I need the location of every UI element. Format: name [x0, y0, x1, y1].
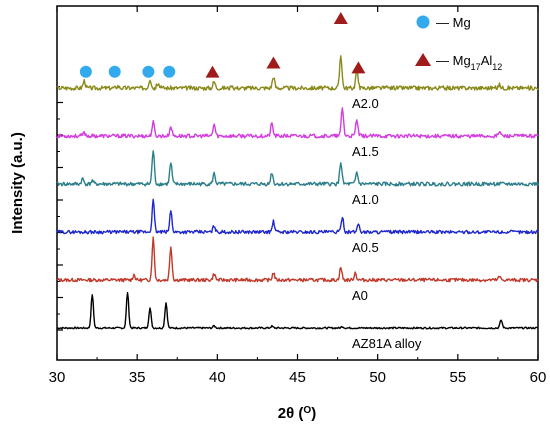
x-tick-label: 35: [129, 369, 146, 386]
x-tick-label: 60: [530, 369, 547, 386]
series-label: A1.0: [352, 192, 379, 207]
x-tick-label: 50: [369, 369, 386, 386]
x-tick-label: 45: [289, 369, 306, 386]
series-line-az81a-alloy: [56, 291, 539, 330]
series-line-a2-0: [56, 55, 539, 91]
mg17al12-peak-marker: [266, 56, 281, 69]
x-tick-labels: 30 35 40 45 50 55 60: [49, 369, 547, 386]
series-label: AZ81A alloy: [352, 336, 422, 351]
x-tick-label: 40: [209, 369, 226, 386]
series-label: A1.5: [352, 144, 379, 159]
mg17al12-peak-marker: [351, 61, 366, 74]
legend: — Mg — Mg17Al12: [415, 14, 502, 72]
mg17al12-peak-marker: [205, 65, 220, 78]
series-line-a1-0: [56, 150, 539, 187]
x-tick-label: 55: [449, 369, 466, 386]
x-tick-label: 30: [49, 369, 66, 386]
legend-mg17al12-marker: [415, 53, 431, 66]
series-label: A0.5: [352, 240, 379, 255]
mg-peak-marker: [141, 64, 156, 79]
series-label: A2.0: [352, 96, 379, 111]
series-label: A0: [352, 288, 368, 303]
x-axis-title: 2θ (O): [278, 405, 316, 423]
series-line-a1-5: [56, 107, 539, 139]
y-axis-title: Intensity (a.u.): [9, 132, 26, 234]
phase-markers: [78, 12, 366, 79]
mg-peak-marker: [107, 64, 122, 79]
series-line-a0-5: [56, 198, 539, 235]
mg-peak-marker: [78, 64, 93, 79]
mg-peak-marker: [162, 64, 177, 79]
series-layer: [56, 55, 539, 330]
axis-ticks: [56, 6, 539, 360]
mg17al12-peak-marker: [333, 12, 348, 24]
series-labels: AZ81A alloy A0 A0.5 A1.0 A1.5 A2.0: [352, 96, 422, 351]
series-line-a0: [56, 236, 539, 283]
legend-mg-marker: [415, 14, 431, 30]
legend-mg-label: — Mg: [436, 15, 471, 30]
legend-mg17al12-label: — Mg17Al12: [436, 53, 502, 72]
